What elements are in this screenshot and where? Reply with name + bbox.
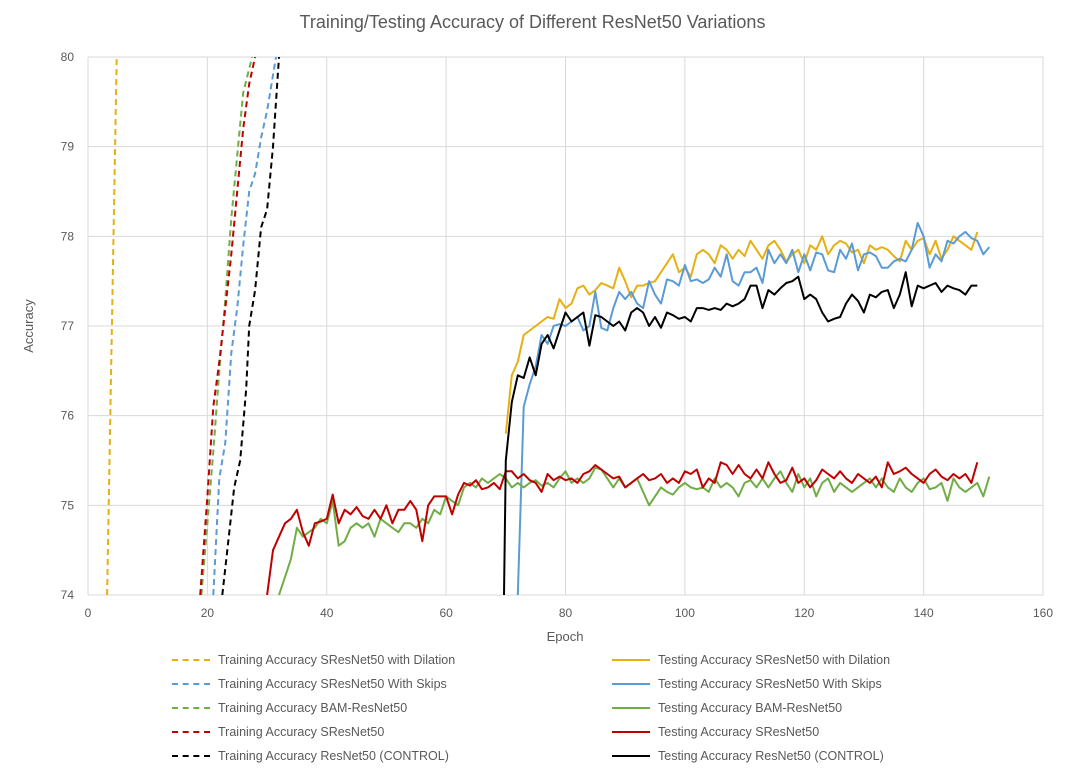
legend-label: Testing Accuracy SResNet50 — [658, 725, 820, 739]
series-training-accuracy-sresnet50 — [199, 57, 257, 595]
line-chart: 0 20 40 60 80 100 120 140 160 74 75 76 77 78 79 80 Epo… — [21, 50, 1054, 644]
legend-item: Testing Accuracy SResNet50 With Skips — [612, 672, 882, 696]
legend-swatch — [612, 731, 650, 733]
legend-swatch — [172, 755, 210, 757]
legend-label: Training Accuracy SResNet50 with Dilatio… — [218, 653, 456, 667]
x-tick-label: 120 — [794, 606, 814, 620]
y-axis-title: Accuracy — [21, 299, 36, 353]
chart-title: Training/Testing Accuracy of Different R… — [299, 12, 766, 32]
legend-item: Training Accuracy SResNet50 with Dilatio… — [172, 648, 455, 672]
legend-item: Training Accuracy ResNet50 (CONTROL) — [172, 744, 449, 768]
x-axis: 0 20 40 60 80 100 120 140 160 — [85, 606, 1054, 620]
legend-swatch — [612, 659, 650, 661]
x-tick-label: 40 — [320, 606, 334, 620]
legend-label: Training Accuracy SResNet50 With Skips — [218, 677, 447, 691]
legend-label: Training Accuracy ResNet50 (CONTROL) — [218, 749, 449, 763]
legend-item: Training Accuracy SResNet50 With Skips — [172, 672, 447, 696]
legend-swatch — [172, 731, 210, 733]
legend-label: Training Accuracy SResNet50 — [218, 725, 385, 739]
legend-swatch — [612, 755, 650, 757]
legend-label: Testing Accuracy SResNet50 with Dilation — [658, 653, 891, 667]
y-axis: 74 75 76 77 78 79 80 — [61, 50, 75, 602]
x-tick-label: 20 — [201, 606, 215, 620]
y-tick-label: 77 — [61, 319, 75, 333]
legend-swatch — [172, 707, 210, 709]
legend-item: Training Accuracy SResNet50 — [172, 720, 384, 744]
y-tick-label: 79 — [61, 140, 75, 154]
legend-swatch — [612, 683, 650, 685]
legend-item: Testing Accuracy ResNet50 (CONTROL) — [612, 744, 884, 768]
legend-item: Testing Accuracy SResNet50 — [612, 720, 819, 744]
legend-item: Training Accuracy BAM-ResNet50 — [172, 696, 407, 720]
series-testing-accuracy-sresnet50-with-skips — [516, 221, 991, 595]
x-tick-label: 160 — [1033, 606, 1053, 620]
x-tick-label: 0 — [85, 606, 92, 620]
legend-item: Testing Accuracy SResNet50 with Dilation — [612, 648, 890, 672]
series-testing-accuracy-resnet50-control — [503, 271, 978, 595]
x-tick-label: 80 — [559, 606, 573, 620]
legend-label: Training Accuracy BAM-ResNet50 — [218, 701, 408, 715]
legend: Training Accuracy SResNet50 with Dilatio… — [0, 645, 1065, 775]
legend-label: Testing Accuracy SResNet50 With Skips — [658, 677, 882, 691]
legend-swatch — [172, 659, 210, 661]
x-tick-label: 140 — [914, 606, 934, 620]
series-training-accuracy-bam-resnet50 — [200, 57, 254, 595]
x-axis-title: Epoch — [547, 629, 584, 644]
plot-area — [106, 57, 991, 595]
y-tick-label: 74 — [61, 588, 75, 602]
series-training-accuracy-sresnet50-with-skips — [212, 57, 277, 595]
y-tick-label: 80 — [61, 50, 75, 64]
legend-swatch — [172, 683, 210, 685]
gridlines — [87, 56, 1044, 596]
legend-label: Testing Accuracy BAM-ResNet50 — [658, 701, 843, 715]
y-tick-label: 78 — [61, 229, 75, 243]
legend-swatch — [612, 707, 650, 709]
x-tick-label: 60 — [439, 606, 453, 620]
series-testing-accuracy-sresnet50-with-dilation — [504, 231, 979, 434]
legend-item: Testing Accuracy BAM-ResNet50 — [612, 696, 842, 720]
series-training-accuracy-resnet50-control — [221, 57, 280, 595]
legend-label: Testing Accuracy ResNet50 (CONTROL) — [658, 749, 884, 763]
x-tick-label: 100 — [675, 606, 695, 620]
series-testing-accuracy-sresnet50 — [266, 461, 979, 595]
y-tick-label: 76 — [61, 409, 75, 423]
y-tick-label: 75 — [61, 498, 75, 512]
